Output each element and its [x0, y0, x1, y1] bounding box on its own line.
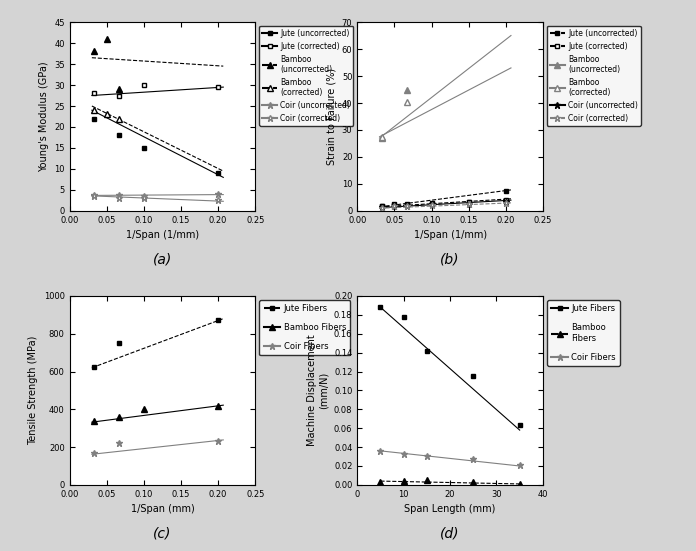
- Legend: Jute (uncorrected), Jute (corrected), Bamboo
(uncorrected), Bamboo
(corrected), : Jute (uncorrected), Jute (corrected), Ba…: [546, 26, 641, 126]
- Text: (a): (a): [153, 252, 172, 267]
- X-axis label: 1/Span (1/mm): 1/Span (1/mm): [126, 230, 199, 240]
- Legend: Jute Fibers, Bamboo Fibers, Coir Fibers: Jute Fibers, Bamboo Fibers, Coir Fibers: [260, 300, 350, 355]
- X-axis label: 1/Span (mm): 1/Span (mm): [131, 504, 194, 514]
- Text: (b): (b): [441, 252, 460, 267]
- Y-axis label: Machine Displacement
(mm/N): Machine Displacement (mm/N): [307, 334, 329, 446]
- Y-axis label: Tensile Strength (MPa): Tensile Strength (MPa): [28, 336, 38, 445]
- Y-axis label: Strain to Failure (%): Strain to Failure (%): [326, 68, 336, 165]
- Legend: Jute Fibers, Bamboo
Fibers, Coir Fibers: Jute Fibers, Bamboo Fibers, Coir Fibers: [547, 300, 620, 366]
- Y-axis label: Young's Modulus (GPa): Young's Modulus (GPa): [38, 61, 49, 172]
- Legend: Jute (uncorrected), Jute (corrected), Bamboo
(uncorrected), Bamboo
(corrected), : Jute (uncorrected), Jute (corrected), Ba…: [259, 26, 354, 126]
- X-axis label: 1/Span (1/mm): 1/Span (1/mm): [413, 230, 487, 240]
- X-axis label: Span Length (mm): Span Length (mm): [404, 504, 496, 514]
- Text: (d): (d): [441, 526, 460, 541]
- Text: (c): (c): [153, 526, 172, 541]
